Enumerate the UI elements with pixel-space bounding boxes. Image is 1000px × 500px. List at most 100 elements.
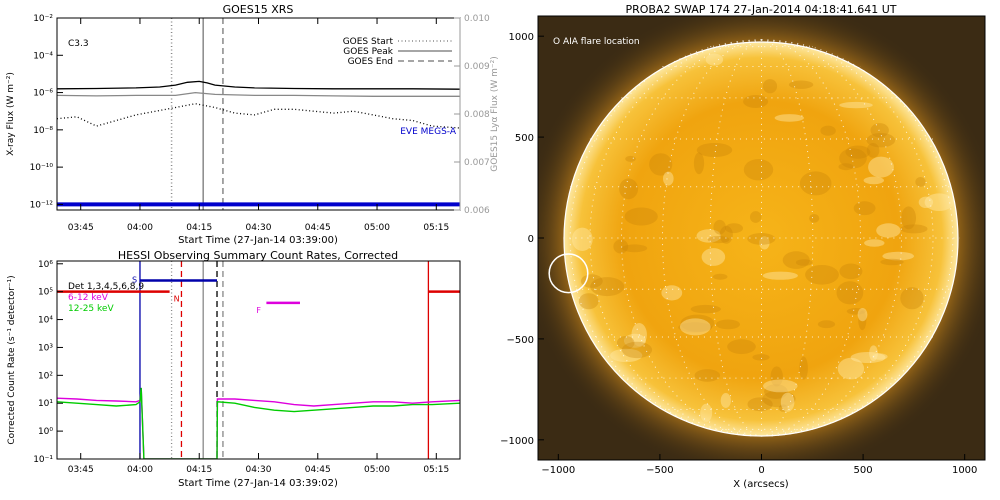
sun-feature bbox=[774, 114, 804, 122]
goes-ylabel-left: X-ray Flux (W m⁻²) bbox=[6, 72, 16, 156]
hessi-y-tick-label: 10⁵ bbox=[38, 288, 53, 298]
sun-feature bbox=[770, 366, 783, 387]
sun-feature bbox=[839, 148, 867, 169]
sun-feature bbox=[782, 251, 810, 269]
goes-frame bbox=[56, 17, 461, 211]
swap-y-tick-label: 0 bbox=[528, 234, 534, 245]
sun-feature bbox=[747, 233, 776, 245]
swap-panel: PROBA2 SWAP 174 27-Jan-2014 04:18:41.641… bbox=[500, 3, 986, 490]
sun-feature bbox=[864, 239, 885, 247]
sun-feature bbox=[882, 251, 914, 261]
series-12-25-kev bbox=[57, 387, 460, 459]
goes-y2-tick-label: 0.006 bbox=[464, 206, 490, 216]
goes-plot-area bbox=[57, 18, 460, 210]
sun-feature bbox=[578, 293, 599, 310]
legend-goes-peak: GOES Peak bbox=[343, 47, 393, 57]
sun-feature bbox=[876, 223, 901, 238]
goes-x-tick-label: 05:15 bbox=[423, 223, 449, 233]
sun-feature bbox=[690, 304, 721, 314]
hessi-title: HESSI Observing Summary Count Rates, Cor… bbox=[118, 249, 398, 262]
sun-feature bbox=[924, 193, 954, 211]
sun-feature bbox=[805, 265, 839, 285]
sun-feature bbox=[716, 319, 740, 330]
sun-feature bbox=[799, 356, 808, 380]
sun-feature bbox=[866, 133, 896, 148]
eve-megs-label: EVE MEGS-A bbox=[400, 127, 457, 137]
aia-flare-annotation: O AIA flare location bbox=[553, 37, 640, 47]
sun-feature bbox=[679, 318, 711, 336]
sun-feature bbox=[713, 219, 726, 235]
swap-y-tick-label: 1000 bbox=[509, 32, 534, 43]
goes-y2-tick-label: 0.010 bbox=[464, 14, 490, 24]
goes-y-tick-label: 10⁻⁸ bbox=[33, 126, 53, 136]
goes-class-label: C3.3 bbox=[68, 39, 89, 49]
longitude-line bbox=[589, 39, 762, 437]
goes-panel: GOES15 XRS 03:45 04:00 04:15 04:30 04:45 05:0… bbox=[6, 3, 500, 246]
sun-feature bbox=[610, 348, 643, 363]
goes-xlabel: Start Time (27-Jan-14 03:39:00) bbox=[178, 235, 338, 246]
goes-y-tick-label: 10⁻⁶ bbox=[33, 89, 53, 99]
goes-x-tick-label: 03:45 bbox=[68, 223, 94, 233]
goes-x-tick-label: 04:30 bbox=[246, 223, 272, 233]
goes-series-1 bbox=[57, 91, 460, 97]
swap-title: PROBA2 SWAP 174 27-Jan-2014 04:18:41.641… bbox=[625, 3, 896, 16]
hessi-panel: HESSI Observing Summary Count Rates, Cor… bbox=[7, 249, 461, 489]
goes-legend: GOES Start GOES Peak GOES End bbox=[343, 37, 452, 67]
longitude-line bbox=[761, 39, 862, 437]
sun-feature bbox=[762, 271, 798, 280]
hessi-xlabel: Start Time (27-Jan-14 03:39:02) bbox=[178, 478, 338, 489]
sun-feature bbox=[696, 143, 733, 157]
sun-feature bbox=[857, 308, 868, 322]
sun-feature bbox=[727, 339, 756, 355]
sun-feature bbox=[837, 357, 865, 380]
sun-feature bbox=[839, 101, 873, 109]
swap-x-tick-label: −1000 bbox=[541, 465, 575, 476]
sun-feature bbox=[795, 259, 813, 266]
hessi-x-tick-label: 04:15 bbox=[186, 465, 212, 475]
sun-feature bbox=[836, 281, 864, 305]
hessi-y-tick-label: 10² bbox=[38, 371, 53, 381]
sun-feature bbox=[869, 345, 878, 362]
sun-feature bbox=[613, 239, 629, 254]
hessi-flag-label: S bbox=[132, 276, 137, 285]
sun-feature bbox=[701, 248, 726, 266]
goes-y2-tick-label: 0.007 bbox=[464, 158, 490, 168]
goes-y2-tick-label: 0.009 bbox=[464, 62, 490, 72]
sun-feature bbox=[780, 392, 795, 412]
swap-image bbox=[538, 16, 985, 460]
sun-feature bbox=[858, 310, 867, 331]
hessi-flag-label: N bbox=[174, 295, 180, 304]
sun-feature bbox=[762, 390, 796, 408]
series-6-12-kev bbox=[57, 387, 460, 459]
sun-feature bbox=[661, 285, 683, 301]
hessi-ylabel: Corrected Count Rate (s⁻¹ detector⁻¹) bbox=[7, 275, 17, 444]
sun-feature bbox=[850, 352, 886, 363]
sun-feature bbox=[846, 308, 866, 315]
sun-feature bbox=[799, 171, 832, 196]
swap-xlabel: X (arcsecs) bbox=[733, 479, 789, 490]
sun-feature bbox=[590, 277, 625, 297]
goes-ylabel-right: GOES15 Lyα Flux (W m⁻²) bbox=[490, 56, 500, 172]
sun-feature bbox=[820, 125, 836, 136]
sun-feature bbox=[625, 155, 636, 162]
goes-y-tick-label: 10⁻¹⁰ bbox=[30, 163, 54, 173]
hessi-x-tick-label: 04:00 bbox=[127, 465, 153, 475]
goes-y2-tick-label: 0.008 bbox=[464, 110, 490, 120]
sun-feature bbox=[839, 263, 863, 280]
hessi-y-ticks: 10⁻¹ 10⁰ 10¹ 10² 10³ 10⁴ 10⁵ 10⁶ bbox=[33, 260, 63, 465]
sun-feature bbox=[621, 341, 653, 359]
hessi-x-tick-label: 03:45 bbox=[68, 465, 94, 475]
sun-feature bbox=[580, 274, 603, 288]
sun-feature bbox=[863, 176, 884, 185]
sun-feature bbox=[918, 196, 934, 208]
limb-circle bbox=[563, 41, 959, 437]
legend-det: Det 1,3,4,5,6,8,9 bbox=[68, 282, 144, 292]
sun-feature bbox=[712, 273, 728, 280]
swap-x-tick-label: −500 bbox=[646, 465, 673, 476]
legend-12-25-kev: 12-25 keV bbox=[68, 304, 114, 314]
goes-title: GOES15 XRS bbox=[223, 3, 294, 16]
sun-feature bbox=[778, 404, 788, 412]
sun-feature bbox=[872, 353, 888, 360]
sun-feature bbox=[696, 229, 722, 243]
sun-feature bbox=[707, 236, 730, 244]
